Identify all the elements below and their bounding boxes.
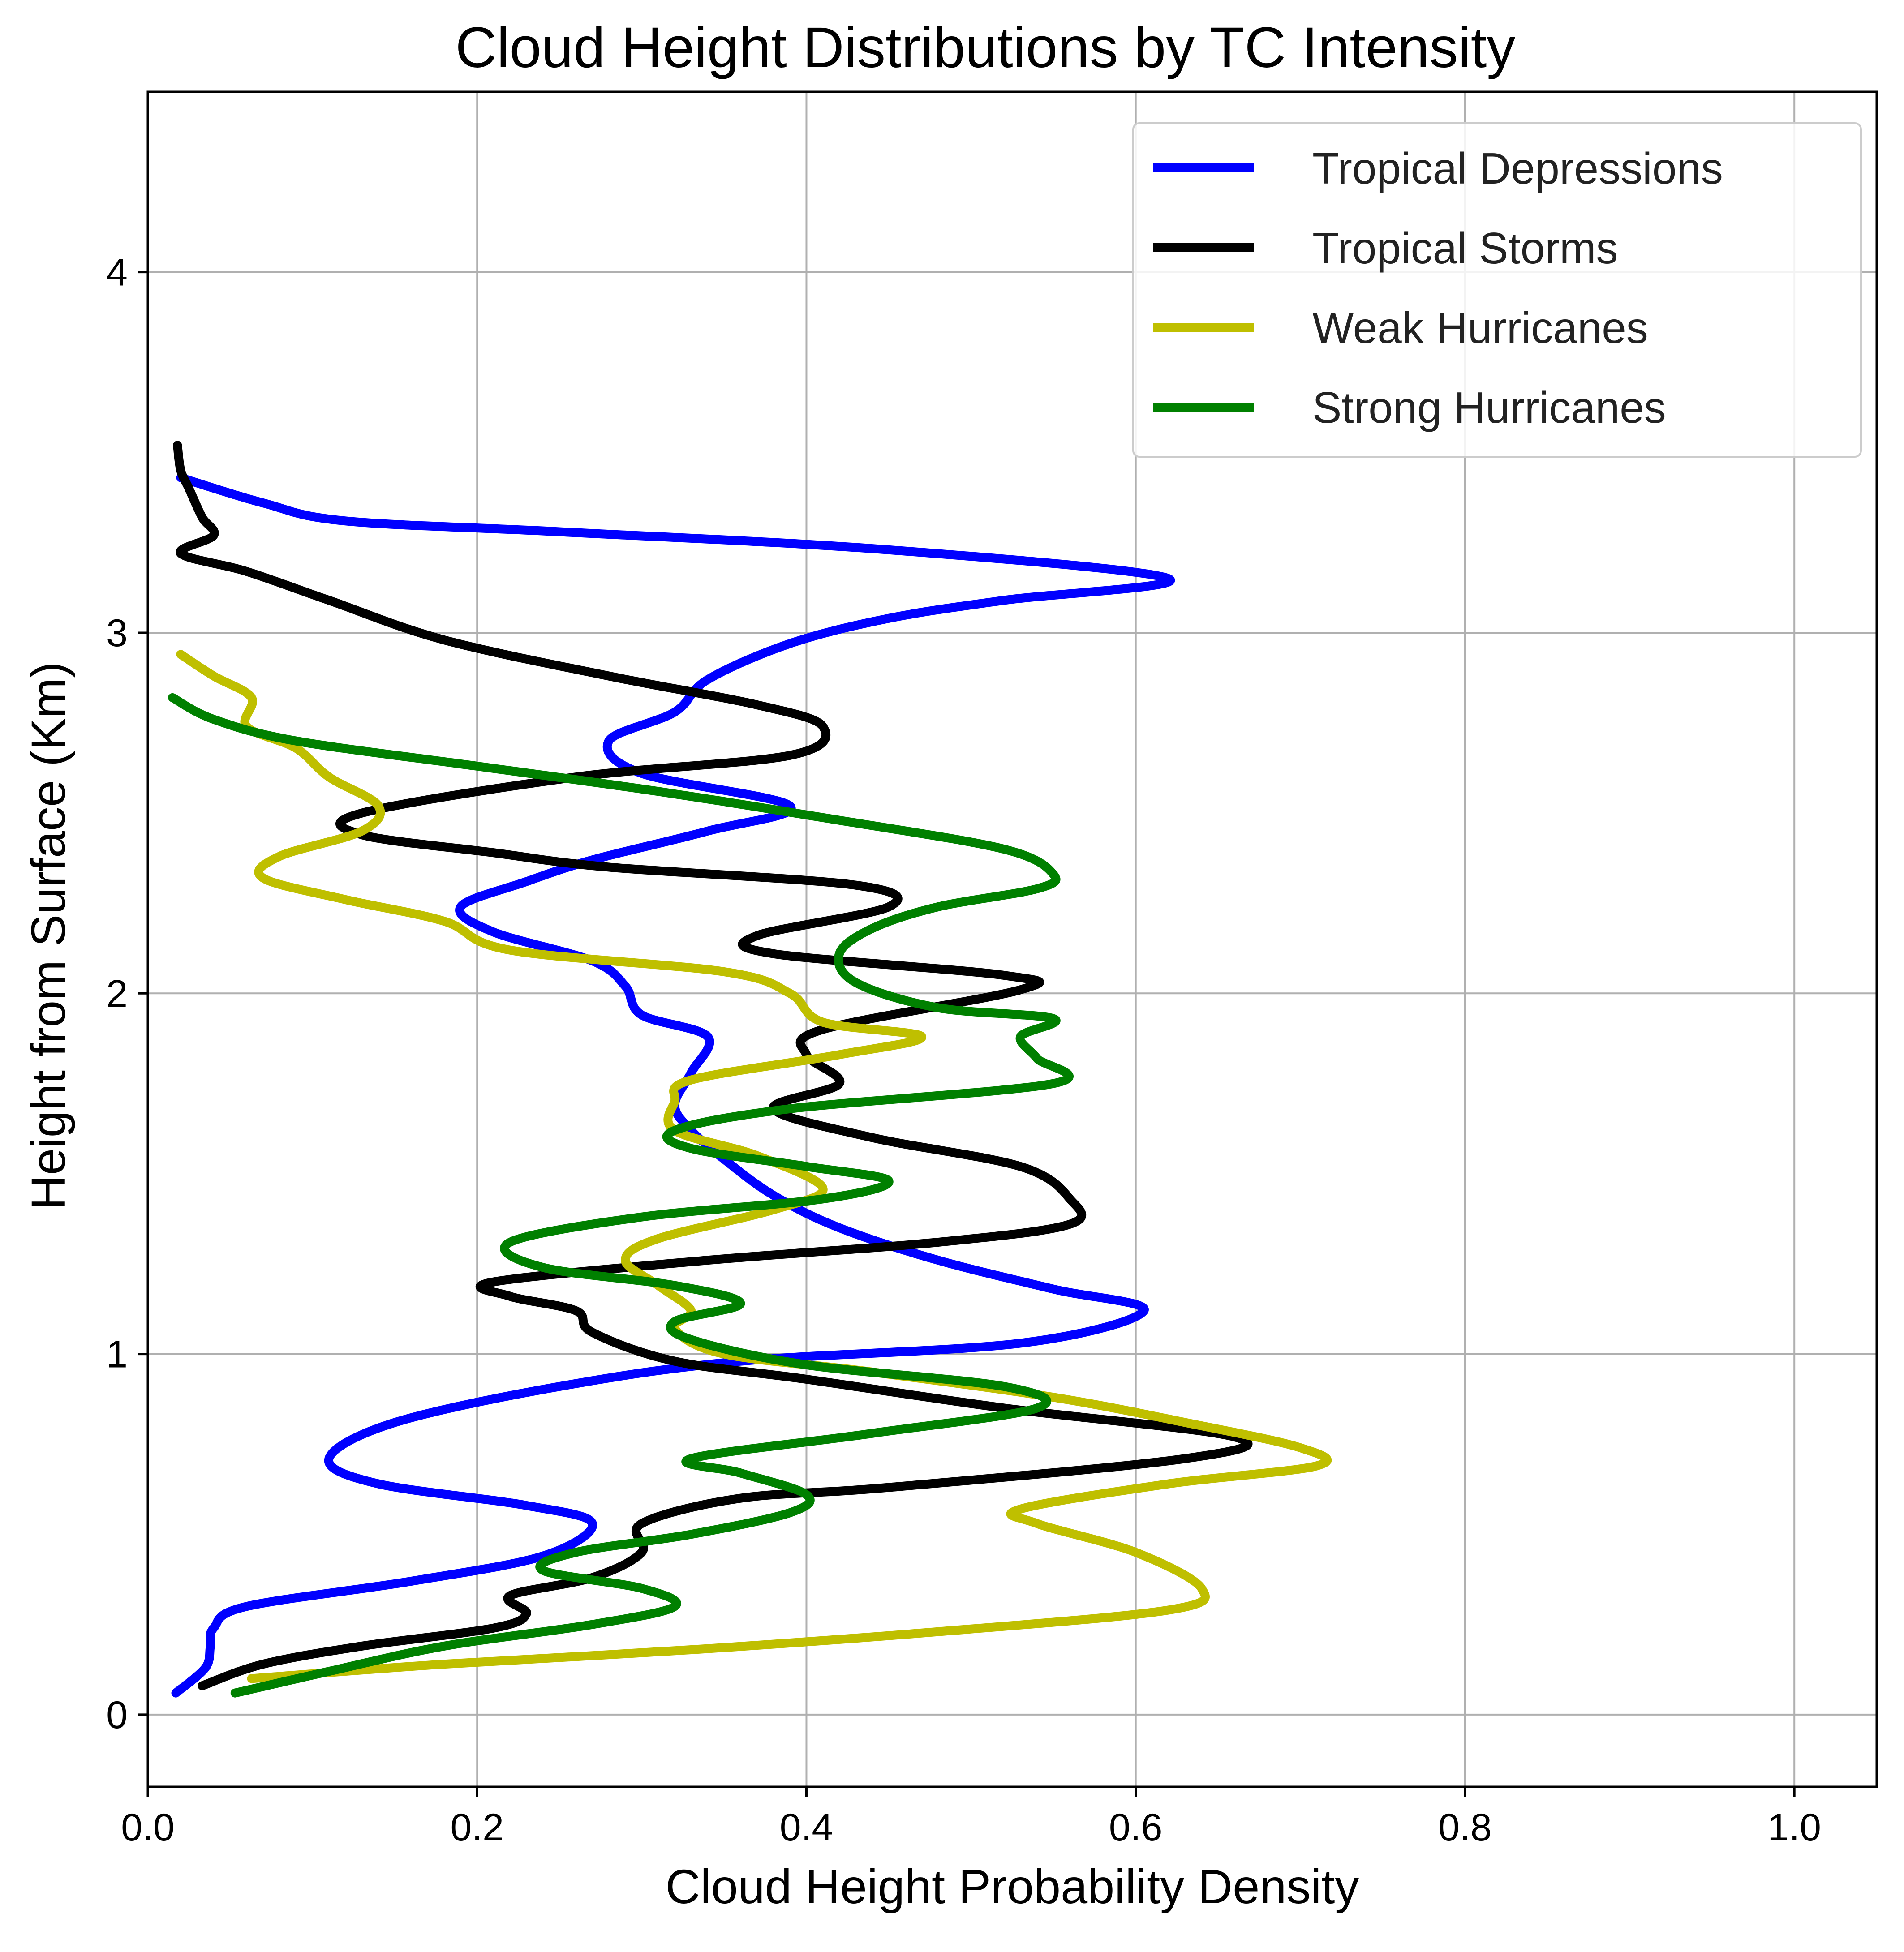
- legend-label: Strong Hurricanes: [1312, 383, 1666, 432]
- y-tick-label: 4: [106, 251, 128, 294]
- series-line-tropical-depressions: [171, 473, 1175, 1698]
- x-tick-label: 0.2: [450, 1806, 504, 1849]
- y-tick-label: 3: [106, 612, 128, 655]
- plot-frame: [146, 90, 1878, 1788]
- axis-ticks: 0.0 0.2 0.4 0.6 0.8 1.0 0 1 2 3 4: [106, 251, 1821, 1849]
- series-line-strong-hurricanes: [168, 693, 1074, 1698]
- x-tick-label: 0.4: [780, 1806, 834, 1849]
- x-axis-label: Cloud Height Probability Density: [666, 1859, 1359, 1913]
- series-group: [168, 441, 1332, 1698]
- y-tick-label: 2: [106, 972, 128, 1015]
- series-line-weak-hurricanes: [176, 650, 1332, 1683]
- y-axis-label: Height from Surface (Km): [21, 662, 75, 1210]
- legend-label: Tropical Depressions: [1312, 144, 1723, 193]
- y-tick-label: 1: [106, 1333, 128, 1376]
- chart-title: Cloud Height Distributions by TC Intensi…: [456, 16, 1516, 80]
- x-tick-label: 0.8: [1438, 1806, 1492, 1849]
- x-tick-label: 0.0: [121, 1806, 175, 1849]
- legend: Tropical Depressions Tropical Storms Weak …: [1132, 122, 1862, 458]
- x-tick-label: 1.0: [1767, 1806, 1821, 1849]
- legend-box: [1132, 122, 1862, 458]
- x-tick-label: 0.6: [1109, 1806, 1163, 1849]
- legend-label: Tropical Storms: [1312, 223, 1618, 273]
- legend-label: Weak Hurricanes: [1312, 303, 1648, 352]
- y-tick-label: 0: [106, 1694, 128, 1737]
